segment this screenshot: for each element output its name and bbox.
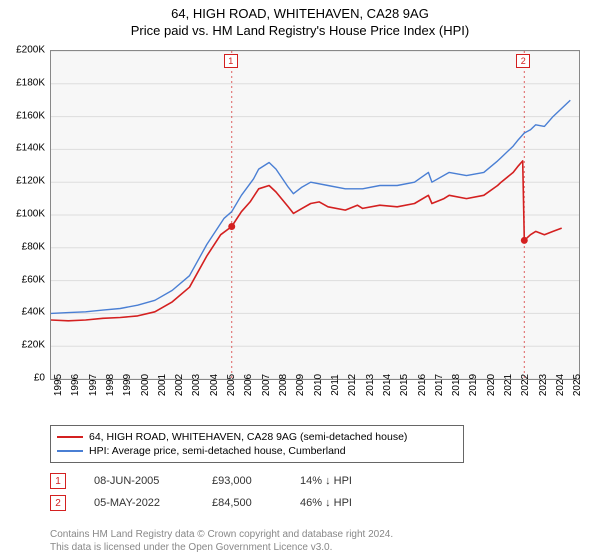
y-tick-label: £60K — [22, 274, 45, 285]
title-block: 64, HIGH ROAD, WHITEHAVEN, CA28 9AG Pric… — [0, 0, 600, 38]
x-tick-label: 2012 — [347, 374, 358, 396]
sale-pct-vs-hpi: 14% ↓ HPI — [300, 475, 390, 487]
sales-row: 2 05-MAY-2022 £84,500 46% ↓ HPI — [50, 492, 390, 514]
sale-marker-icon: 2 — [50, 495, 66, 511]
x-tick-label: 2006 — [243, 374, 254, 396]
y-tick-label: £0 — [34, 373, 45, 384]
sales-row: 1 08-JUN-2005 £93,000 14% ↓ HPI — [50, 470, 390, 492]
sales-table: 1 08-JUN-2005 £93,000 14% ↓ HPI 2 05-MAY… — [50, 470, 390, 514]
sale-pct-vs-hpi: 46% ↓ HPI — [300, 497, 390, 509]
y-tick-label: £180K — [16, 77, 45, 88]
y-tick-label: £100K — [16, 209, 45, 220]
event-marker-icon: 2 — [516, 54, 530, 68]
plot-background — [50, 50, 580, 380]
x-tick-label: 2001 — [157, 374, 168, 396]
legend-row: 64, HIGH ROAD, WHITEHAVEN, CA28 9AG (sem… — [57, 430, 457, 444]
sale-price: £84,500 — [212, 497, 272, 509]
sale-price: £93,000 — [212, 475, 272, 487]
y-tick-label: £80K — [22, 241, 45, 252]
x-tick-label: 2023 — [538, 374, 549, 396]
y-tick-label: £40K — [22, 307, 45, 318]
title-address: 64, HIGH ROAD, WHITEHAVEN, CA28 9AG — [0, 6, 600, 21]
x-tick-label: 2017 — [434, 374, 445, 396]
x-tick-label: 2020 — [486, 374, 497, 396]
y-tick-label: £20K — [22, 340, 45, 351]
chart-area: £0£20K£40K£60K£80K£100K£120K£140K£160K£1… — [50, 50, 580, 380]
x-tick-label: 2018 — [451, 374, 462, 396]
x-tick-label: 1996 — [70, 374, 81, 396]
attribution: Contains HM Land Registry data © Crown c… — [50, 529, 393, 554]
x-tick-label: 2007 — [261, 374, 272, 396]
x-tick-label: 2014 — [382, 374, 393, 396]
x-tick-label: 2024 — [555, 374, 566, 396]
y-tick-label: £140K — [16, 143, 45, 154]
x-tick-label: 2009 — [295, 374, 306, 396]
plot-svg — [51, 51, 579, 379]
x-tick-label: 2016 — [417, 374, 428, 396]
x-tick-label: 1999 — [122, 374, 133, 396]
sale-date: 05-MAY-2022 — [94, 497, 184, 509]
x-tick-label: 2021 — [503, 374, 514, 396]
x-tick-label: 2013 — [365, 374, 376, 396]
legend-swatch — [57, 450, 83, 452]
x-tick-label: 2010 — [313, 374, 324, 396]
x-tick-label: 2003 — [191, 374, 202, 396]
chart-container: 64, HIGH ROAD, WHITEHAVEN, CA28 9AG Pric… — [0, 0, 600, 560]
sale-marker-icon: 1 — [50, 473, 66, 489]
y-tick-label: £160K — [16, 110, 45, 121]
x-tick-label: 2004 — [209, 374, 220, 396]
x-tick-label: 2002 — [174, 374, 185, 396]
legend-label: HPI: Average price, semi-detached house,… — [89, 445, 346, 457]
x-tick-label: 2022 — [520, 374, 531, 396]
x-tick-label: 2019 — [468, 374, 479, 396]
legend: 64, HIGH ROAD, WHITEHAVEN, CA28 9AG (sem… — [50, 425, 464, 463]
attribution-line: Contains HM Land Registry data © Crown c… — [50, 529, 393, 542]
legend-swatch — [57, 436, 83, 438]
legend-row: HPI: Average price, semi-detached house,… — [57, 444, 457, 458]
x-tick-label: 2015 — [399, 374, 410, 396]
y-tick-label: £120K — [16, 176, 45, 187]
x-tick-label: 2005 — [226, 374, 237, 396]
attribution-line: This data is licensed under the Open Gov… — [50, 542, 393, 555]
x-tick-label: 1998 — [105, 374, 116, 396]
sale-date: 08-JUN-2005 — [94, 475, 184, 487]
x-tick-label: 1997 — [88, 374, 99, 396]
x-tick-label: 2000 — [140, 374, 151, 396]
x-tick-label: 2025 — [572, 374, 583, 396]
title-subtitle: Price paid vs. HM Land Registry's House … — [0, 23, 600, 38]
x-tick-label: 2008 — [278, 374, 289, 396]
event-marker-icon: 1 — [224, 54, 238, 68]
y-tick-label: £200K — [16, 45, 45, 56]
x-tick-label: 1995 — [53, 374, 64, 396]
legend-label: 64, HIGH ROAD, WHITEHAVEN, CA28 9AG (sem… — [89, 431, 407, 443]
x-tick-label: 2011 — [330, 374, 341, 396]
